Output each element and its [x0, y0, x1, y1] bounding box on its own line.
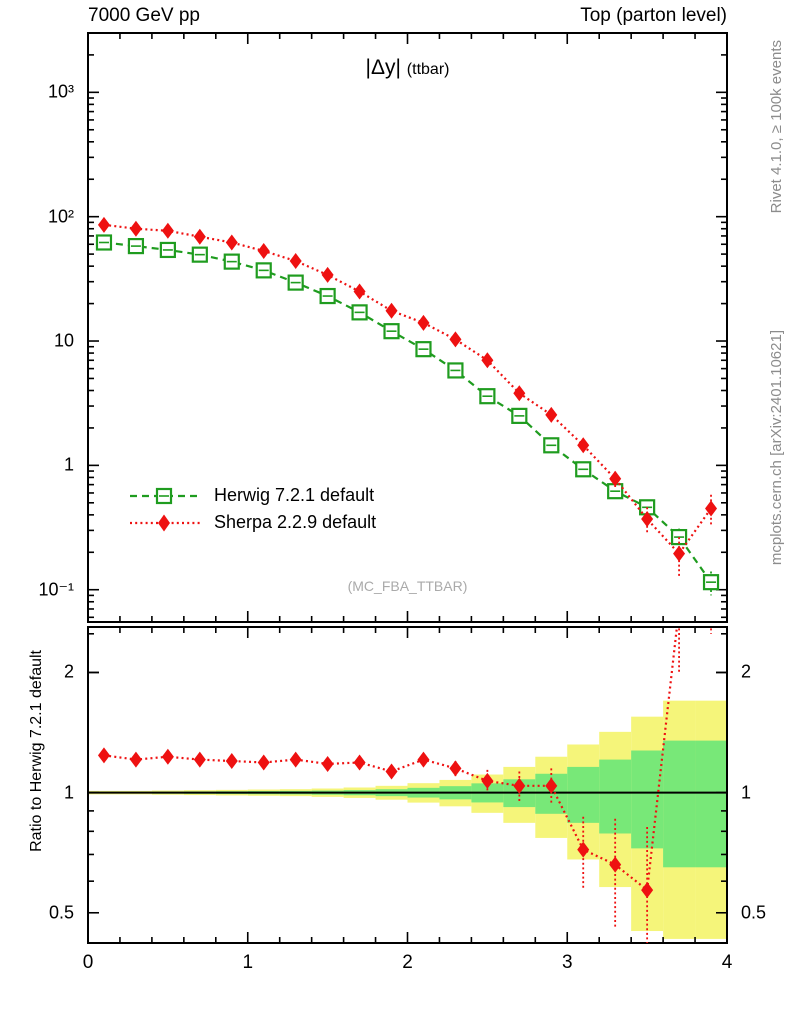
- ratio-ytick-label-right: 1: [741, 782, 752, 803]
- ratio-ytick-label-left: 1: [63, 782, 74, 803]
- xtick-label: 4: [721, 952, 733, 973]
- xtick-label: 1: [242, 952, 254, 973]
- ratio-ytick-label-left: 2: [63, 661, 74, 682]
- header-right-process-info: Top (parton level): [580, 5, 727, 26]
- legend-entry-herwig[interactable]: Herwig 7.2.1 default: [128, 482, 376, 509]
- legend-key-sherpa: [128, 512, 202, 534]
- legend-key-herwig: [128, 485, 202, 507]
- header-left-beam-info: 7000 GeV pp: [88, 5, 200, 26]
- main-ytick-label: 10⁻¹: [38, 579, 74, 600]
- xtick-label: 3: [561, 952, 573, 973]
- ratio-ytick-label-left: 0.5: [48, 902, 74, 923]
- xtick-label: 0: [82, 952, 94, 973]
- ratio-panel-series: [97, 627, 712, 943]
- ratio-ytick-label-right: 2: [741, 661, 752, 682]
- main-ytick-label: 1: [63, 454, 74, 475]
- legend-label-sherpa: Sherpa 2.2.9 default: [214, 512, 377, 532]
- plot-title-process: (ttbar): [406, 61, 450, 78]
- main-ytick-label: 10: [53, 330, 74, 351]
- main-ytick-label: 10²: [47, 206, 74, 227]
- xtick-label: 2: [402, 952, 413, 973]
- main-panel-series: [95, 216, 720, 596]
- ratio-ytick-label-right: 0.5: [741, 902, 767, 923]
- legend-entry-sherpa[interactable]: Sherpa 2.2.9 default: [128, 509, 376, 536]
- legend-label-herwig: Herwig 7.2.1 default: [214, 485, 375, 505]
- plot-title-observable: |Δy|: [365, 56, 401, 79]
- analysis-watermark: (MC_FBA_TTBAR): [347, 578, 468, 594]
- ratio-uncertainty-bands: [88, 700, 727, 939]
- plot-title: |Δy| (ttbar): [88, 56, 727, 80]
- main-ytick-label: 10³: [47, 81, 74, 102]
- legend: Herwig 7.2.1 default Sherpa 2.2.9 defaul…: [128, 482, 376, 536]
